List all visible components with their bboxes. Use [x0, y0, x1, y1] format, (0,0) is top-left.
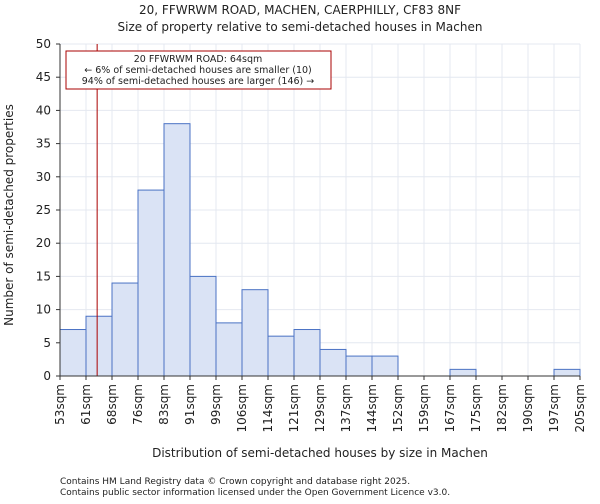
- bar: [111, 282, 139, 377]
- x-tick-label: 182sqm: [495, 384, 509, 432]
- bars: [59, 123, 581, 377]
- x-tick-label: 83sqm: [157, 384, 171, 425]
- x-tick-label: 68sqm: [105, 384, 119, 425]
- x-tick-label: 114sqm: [261, 384, 275, 432]
- x-tick-label: 76sqm: [131, 384, 145, 425]
- bar: [267, 335, 295, 377]
- x-tick-label: 137sqm: [339, 384, 353, 432]
- bar: [345, 355, 373, 377]
- x-tick-label: 99sqm: [209, 384, 223, 425]
- bar: [293, 329, 321, 377]
- bar: [319, 348, 347, 377]
- x-tick-label: 197sqm: [547, 384, 561, 432]
- bar: [553, 368, 581, 377]
- y-tick-label: 10: [36, 303, 51, 317]
- x-ticks: 53sqm 61sqm 68sqm 76sqm 83sqm 91sqm 99sqm 106sq…: [53, 376, 587, 432]
- x-tick-label: 106sqm: [235, 384, 249, 432]
- annotation-line-2: ← 6% of semi-detached houses are smaller…: [84, 65, 312, 76]
- annotation-line-3: 94% of semi-detached houses are larger (…: [82, 76, 315, 87]
- y-tick-label: 25: [36, 203, 51, 217]
- bar: [449, 368, 477, 377]
- y-tick-label: 30: [36, 170, 51, 184]
- bar: [85, 315, 113, 377]
- y-tick-label: 40: [36, 103, 51, 117]
- bar: [137, 189, 165, 377]
- x-tick-label: 121sqm: [287, 384, 301, 432]
- footer-line-2: Contains public sector information licen…: [60, 488, 450, 498]
- annotation-line-1: 20 FFWRWM ROAD: 64sqm: [134, 54, 263, 65]
- y-tick-label: 0: [43, 369, 51, 383]
- bar: [189, 275, 217, 377]
- annotation-border: [65, 50, 332, 90]
- y-tick-label: 20: [36, 236, 51, 250]
- x-tick-label: 175sqm: [469, 384, 483, 432]
- y-ticks: 0 5 10 15 20 25 30 35 40 45 50: [36, 37, 60, 383]
- y-tick-label: 50: [36, 37, 51, 51]
- chart-subtitle: Size of property relative to semi-detach…: [118, 20, 483, 34]
- bar: [215, 322, 243, 377]
- bar: [371, 355, 399, 377]
- y-tick-label: 15: [36, 269, 51, 283]
- y-tick-label: 5: [43, 336, 51, 350]
- x-tick-label: 61sqm: [79, 384, 93, 425]
- x-tick-label: 91sqm: [183, 384, 197, 425]
- y-tick-label: 45: [36, 70, 51, 84]
- bar: [59, 329, 87, 377]
- x-tick-label: 205sqm: [573, 384, 587, 432]
- bar: [163, 123, 191, 377]
- x-tick-label: 53sqm: [53, 384, 67, 425]
- x-tick-label: 129sqm: [313, 384, 327, 432]
- x-tick-label: 152sqm: [391, 384, 405, 432]
- x-axis-label: Distribution of semi-detached houses by …: [152, 446, 488, 460]
- footer-line-1: Contains HM Land Registry data © Crown c…: [60, 477, 410, 487]
- x-tick-label: 159sqm: [417, 384, 431, 432]
- annotation-box: 20 FFWRWM ROAD: 64sqm ← 6% of semi-detac…: [65, 50, 332, 90]
- y-axis-label: Number of semi-detached properties: [2, 104, 16, 326]
- x-tick-label: 144sqm: [365, 384, 379, 432]
- x-tick-label: 167sqm: [443, 384, 457, 432]
- bar: [241, 289, 269, 377]
- chart-title: 20, FFWRWM ROAD, MACHEN, CAERPHILLY, CF8…: [139, 3, 461, 17]
- x-tick-label: 190sqm: [521, 384, 535, 432]
- y-tick-label: 35: [36, 137, 51, 151]
